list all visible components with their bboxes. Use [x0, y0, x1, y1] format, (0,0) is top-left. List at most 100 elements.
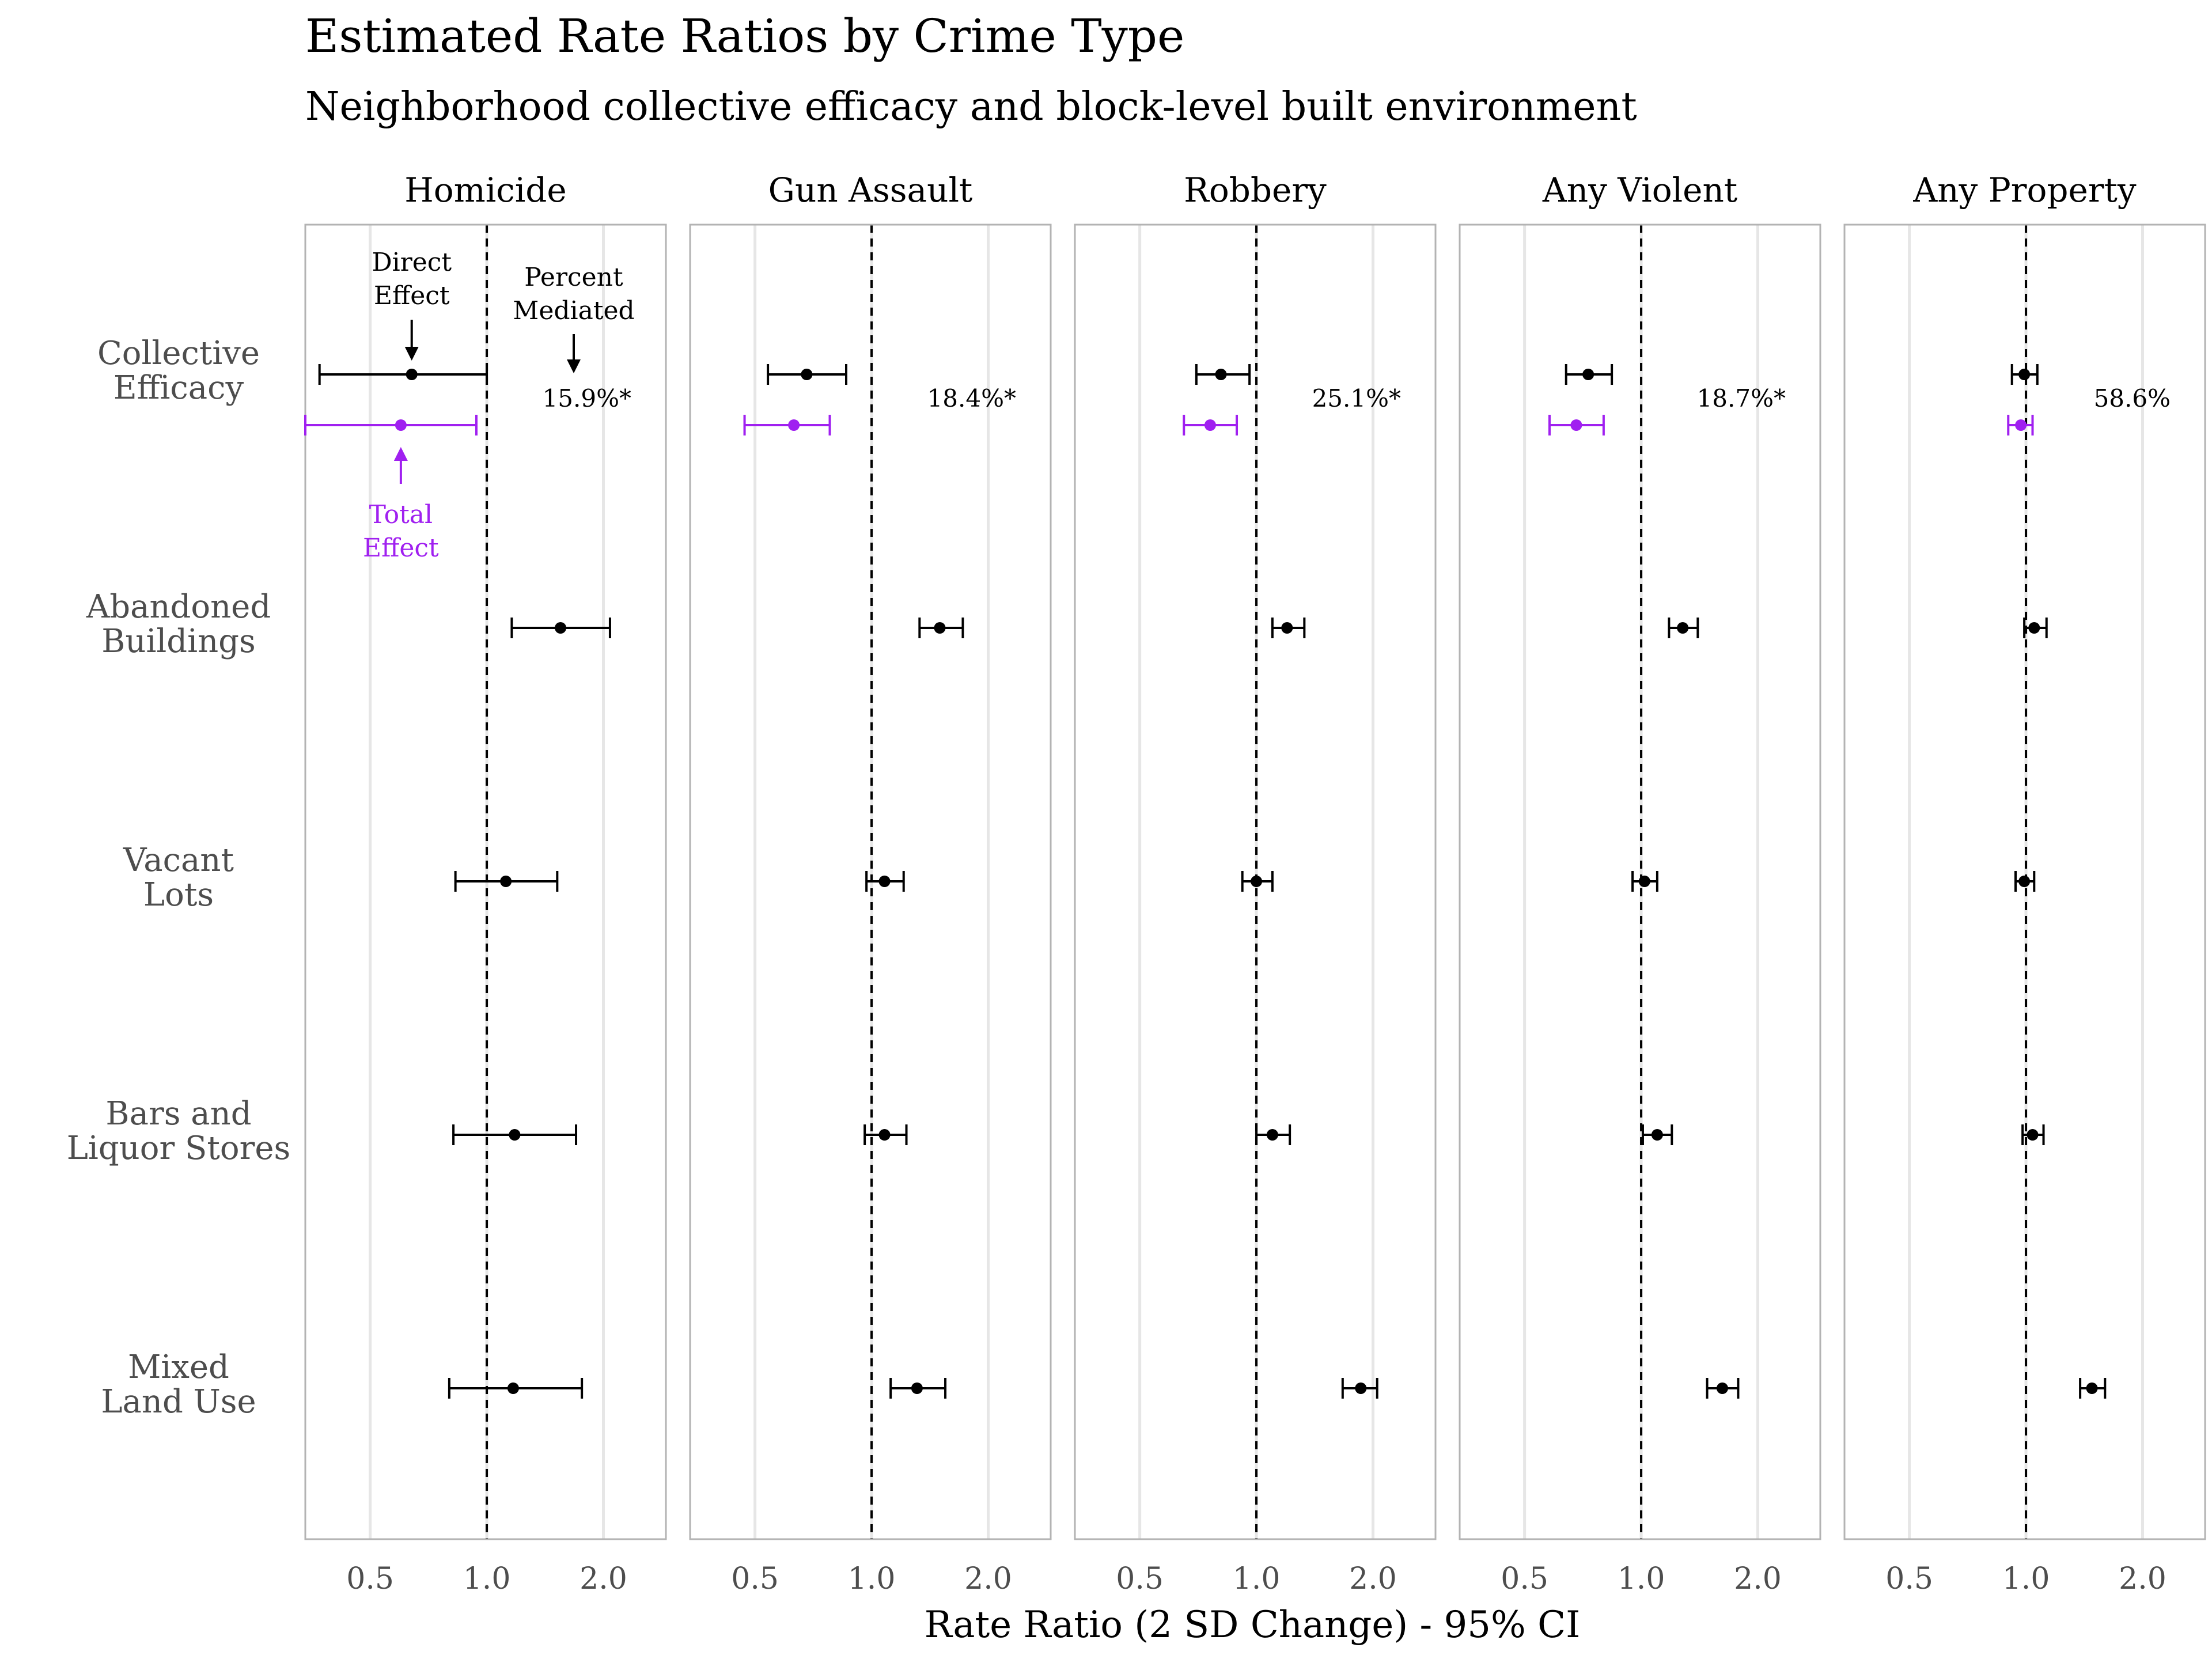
panel: Any Property 0.5 1.0 2.0 58.6%: [1843, 171, 2206, 1596]
direct-effect-interval-point: [878, 1129, 891, 1141]
total-effect-interval-point: [395, 419, 407, 431]
total-effect-interval-point: [2015, 419, 2027, 431]
panel-border: [1843, 224, 2206, 1540]
percent-mediated-annotation: Percent Mediated: [513, 263, 635, 373]
direct-effect-interval: [2010, 364, 2039, 385]
x-tick-label: 1.0: [463, 1562, 511, 1596]
arrow-head: [567, 359, 581, 373]
direct-effect-interval: [318, 364, 488, 385]
annotation-text: Percent: [524, 263, 623, 292]
panel: Any Violent 0.5 1.0 2.0 18.7%*: [1459, 171, 1821, 1596]
x-tick-label: 1.0: [1618, 1562, 1665, 1596]
direct-effect-interval: [2014, 871, 2036, 892]
direct-effect-interval: [448, 1378, 584, 1399]
x-tick-label: 0.5: [731, 1562, 779, 1596]
direct-effect-interval-point: [911, 1382, 923, 1394]
annotation-text: Total: [369, 500, 433, 529]
row-label-line: Mixed: [128, 1349, 229, 1386]
total-effect-interval: [743, 415, 831, 435]
direct-effect-interval: [1668, 618, 1699, 638]
direct-effect-interval-point: [2018, 369, 2031, 380]
x-tick-label: 1.0: [2002, 1562, 2050, 1596]
direct-effect-interval: [1341, 1378, 1378, 1399]
panel: Robbery 0.5 1.0 2.0 25.1%*: [1074, 171, 1437, 1596]
row-label-line: Liquor Stores: [67, 1130, 291, 1167]
percent-mediated-label: 18.7%*: [1697, 384, 1786, 412]
annotation-text: Effect: [374, 281, 450, 310]
panel-border: [1074, 224, 1437, 1540]
row-label-line: Bars and: [105, 1095, 251, 1132]
direct-effect-interval-point: [509, 1129, 521, 1141]
panel-border: [1459, 224, 1821, 1540]
row-label-line: Land Use: [101, 1383, 256, 1421]
arrow-head: [393, 447, 408, 461]
annotation-text: Effect: [363, 533, 439, 563]
direct-effect-interval-point: [878, 876, 891, 887]
direct-effect-interval-point: [406, 369, 418, 380]
panel-title: Gun Assault: [768, 171, 973, 210]
total-effect-interval-point: [1204, 419, 1216, 431]
direct-effect-interval: [1565, 364, 1613, 385]
total-effect-interval: [1548, 415, 1605, 435]
panel-title: Robbery: [1184, 171, 1327, 210]
direct-effect-interval-point: [2018, 876, 2031, 887]
panel-border: [304, 224, 667, 1540]
panel-title: Any Property: [1912, 171, 2137, 210]
direct-effect-interval: [1641, 1124, 1673, 1145]
direct-effect-interval: [889, 1378, 947, 1399]
x-tick-label: 0.5: [346, 1562, 394, 1596]
percent-mediated-label: 25.1%*: [1312, 384, 1401, 412]
annotation-text: Direct: [372, 248, 452, 277]
direct-effect-interval-point: [1716, 1382, 1728, 1394]
direct-effect-interval: [863, 1124, 908, 1145]
x-axis-label: Rate Ratio (2 SD Change) - 95% CI: [925, 1604, 1581, 1646]
direct-effect-interval-point: [934, 622, 946, 634]
x-tick-label: 0.5: [1116, 1562, 1164, 1596]
x-tick-label: 2.0: [964, 1562, 1012, 1596]
direct-effect-interval-point: [1215, 369, 1227, 380]
total-effect-interval-point: [1570, 419, 1582, 431]
direct-effect-interval-point: [1582, 369, 1594, 380]
direct-effect-interval: [1271, 618, 1306, 638]
direct-effect-interval-point: [1651, 1129, 1663, 1141]
direct-effect-interval-point: [801, 369, 813, 380]
direct-effect-interval-point: [555, 622, 567, 634]
direct-effect-interval: [2079, 1378, 2107, 1399]
direct-effect-interval-point: [507, 1382, 519, 1394]
percent-mediated-label: 58.6%: [2094, 384, 2171, 412]
direct-effect-interval: [2023, 618, 2048, 638]
panel: Homicide 0.5 1.0 2.0 15.9%* Direct Effect Perce…: [304, 171, 667, 1596]
row-label-line: Efficacy: [113, 369, 244, 407]
direct-effect-interval-point: [2027, 1129, 2039, 1141]
total-effect-annotation: Total Effect: [363, 447, 439, 563]
chart-title: Estimated Rate Ratios by Crime Type: [305, 9, 1184, 63]
direct-effect-interval: [2021, 1124, 2045, 1145]
panel-title: Homicide: [404, 171, 567, 210]
direct-effect-interval: [1255, 1124, 1291, 1145]
percent-mediated-label: 15.9%*: [543, 384, 631, 412]
x-tick-label: 2.0: [1349, 1562, 1397, 1596]
panel: Gun Assault 0.5 1.0 2.0 18.4%*: [689, 171, 1052, 1596]
x-tick-label: 1.0: [848, 1562, 896, 1596]
x-tick-label: 0.5: [1885, 1562, 1933, 1596]
direct-effect-interval-point: [1355, 1382, 1367, 1394]
x-tick-label: 0.5: [1501, 1562, 1548, 1596]
direct-effect-interval-point: [1251, 876, 1263, 887]
x-tick-label: 2.0: [579, 1562, 627, 1596]
x-tick-label: 2.0: [1734, 1562, 1782, 1596]
total-effect-interval: [1183, 415, 1238, 435]
total-effect-interval-point: [788, 419, 800, 431]
direct-effect-interval: [1195, 364, 1251, 385]
x-tick-label: 1.0: [1233, 1562, 1281, 1596]
direct-effect-annotation: Direct Effect: [372, 248, 452, 361]
direct-effect-interval-point: [500, 876, 512, 887]
direct-effect-interval: [1631, 871, 1658, 892]
direct-effect-interval: [452, 1124, 578, 1145]
row-label-line: Lots: [143, 876, 214, 914]
